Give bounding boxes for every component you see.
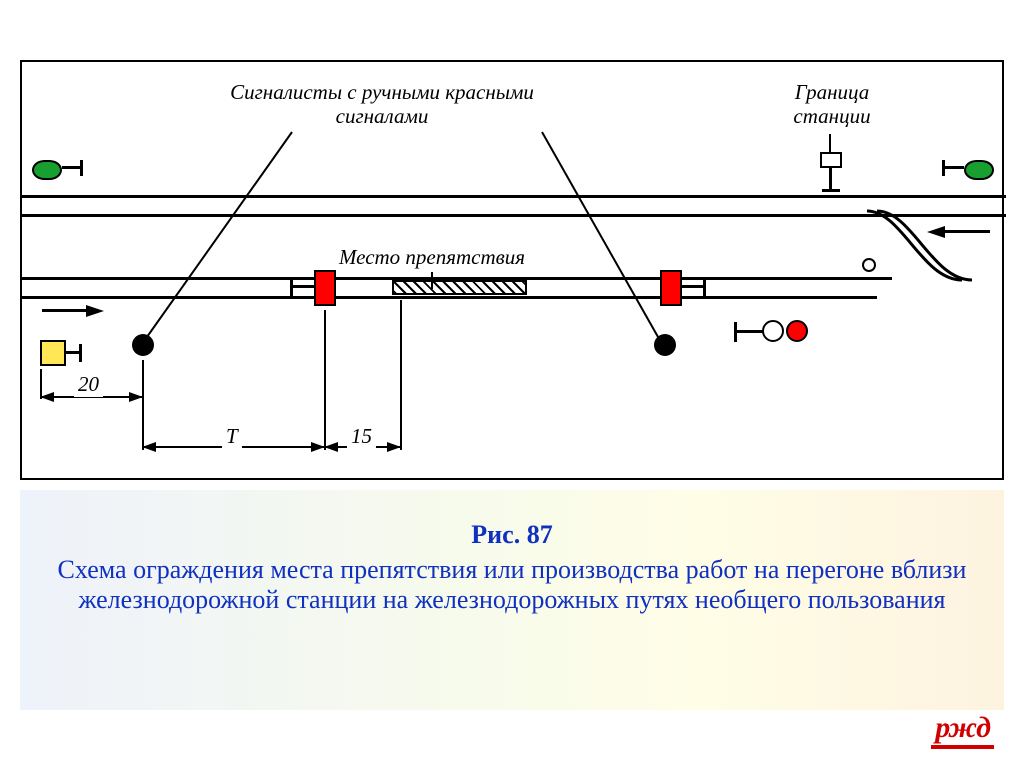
lamp-white <box>762 320 784 342</box>
track-upper-1 <box>22 195 1006 198</box>
signal-mast-right <box>944 166 964 169</box>
label-boundary: Границастанции <box>762 80 902 128</box>
direction-arrow-lower <box>86 305 104 317</box>
figure-caption: Схема ограждения места препятствия или п… <box>40 555 984 615</box>
signalman-right <box>654 334 676 356</box>
dim-15-ar <box>387 442 401 452</box>
flag-right-base <box>703 277 706 297</box>
dim-T-al <box>142 442 156 452</box>
track-upper-2 <box>22 214 1006 217</box>
boundary-marker <box>820 152 842 168</box>
rzd-logo: ржд <box>931 711 994 749</box>
lamp-stick <box>734 330 764 333</box>
track-lower-2 <box>22 296 877 299</box>
flag-left <box>314 270 336 306</box>
direction-line-upper <box>945 230 990 233</box>
diagram-frame: Сигналисты с ручными краснымисигналами Г… <box>20 60 1004 480</box>
lamp-red <box>786 320 808 342</box>
signalman-left <box>132 334 154 356</box>
figure-number: Рис. 87 <box>0 520 1024 550</box>
label-obstacle: Место препятствия <box>312 245 552 269</box>
flag-right <box>660 270 682 306</box>
signal-base-left <box>80 160 83 176</box>
flag-left-stick <box>292 285 314 288</box>
flag-left-base <box>290 277 293 297</box>
label-signalmen-text: Сигналисты с ручными краснымисигналами <box>230 80 534 128</box>
boundary-base <box>822 189 840 192</box>
obstacle-zone <box>392 280 527 295</box>
dim-T-ar <box>311 442 325 452</box>
dim-15-al <box>324 442 338 452</box>
signal-green-left <box>32 160 62 180</box>
label-boundary-text: Границастанции <box>793 80 870 128</box>
flag-right-stick <box>682 285 704 288</box>
warning-stick <box>66 351 80 354</box>
tick-15-r <box>400 300 402 450</box>
warning-square <box>40 340 66 366</box>
dim-15-text: 15 <box>347 424 376 449</box>
signal-mast-left <box>62 166 82 169</box>
signal-green-right <box>964 160 994 180</box>
warning-base <box>79 344 82 362</box>
dim-20-ar <box>129 392 143 402</box>
rzd-logo-text: ржд <box>935 711 990 744</box>
dim-T-text: Т <box>222 424 242 449</box>
boundary-mast <box>829 168 832 190</box>
direction-line-lower <box>42 309 87 312</box>
label-obstacle-text: Место препятствия <box>339 245 525 269</box>
figure-caption-text: Схема ограждения места препятствия или п… <box>58 555 967 614</box>
dim-20-text: 20 <box>74 372 103 397</box>
tick-T-r <box>324 310 326 450</box>
label-signalmen: Сигналисты с ручными краснымисигналами <box>172 80 592 128</box>
figure-number-text: Рис. 87 <box>471 520 552 549</box>
dim-20-al <box>40 392 54 402</box>
signal-base-right <box>942 160 945 176</box>
direction-arrow-upper <box>927 226 945 238</box>
circle-marker-upper <box>862 258 876 272</box>
